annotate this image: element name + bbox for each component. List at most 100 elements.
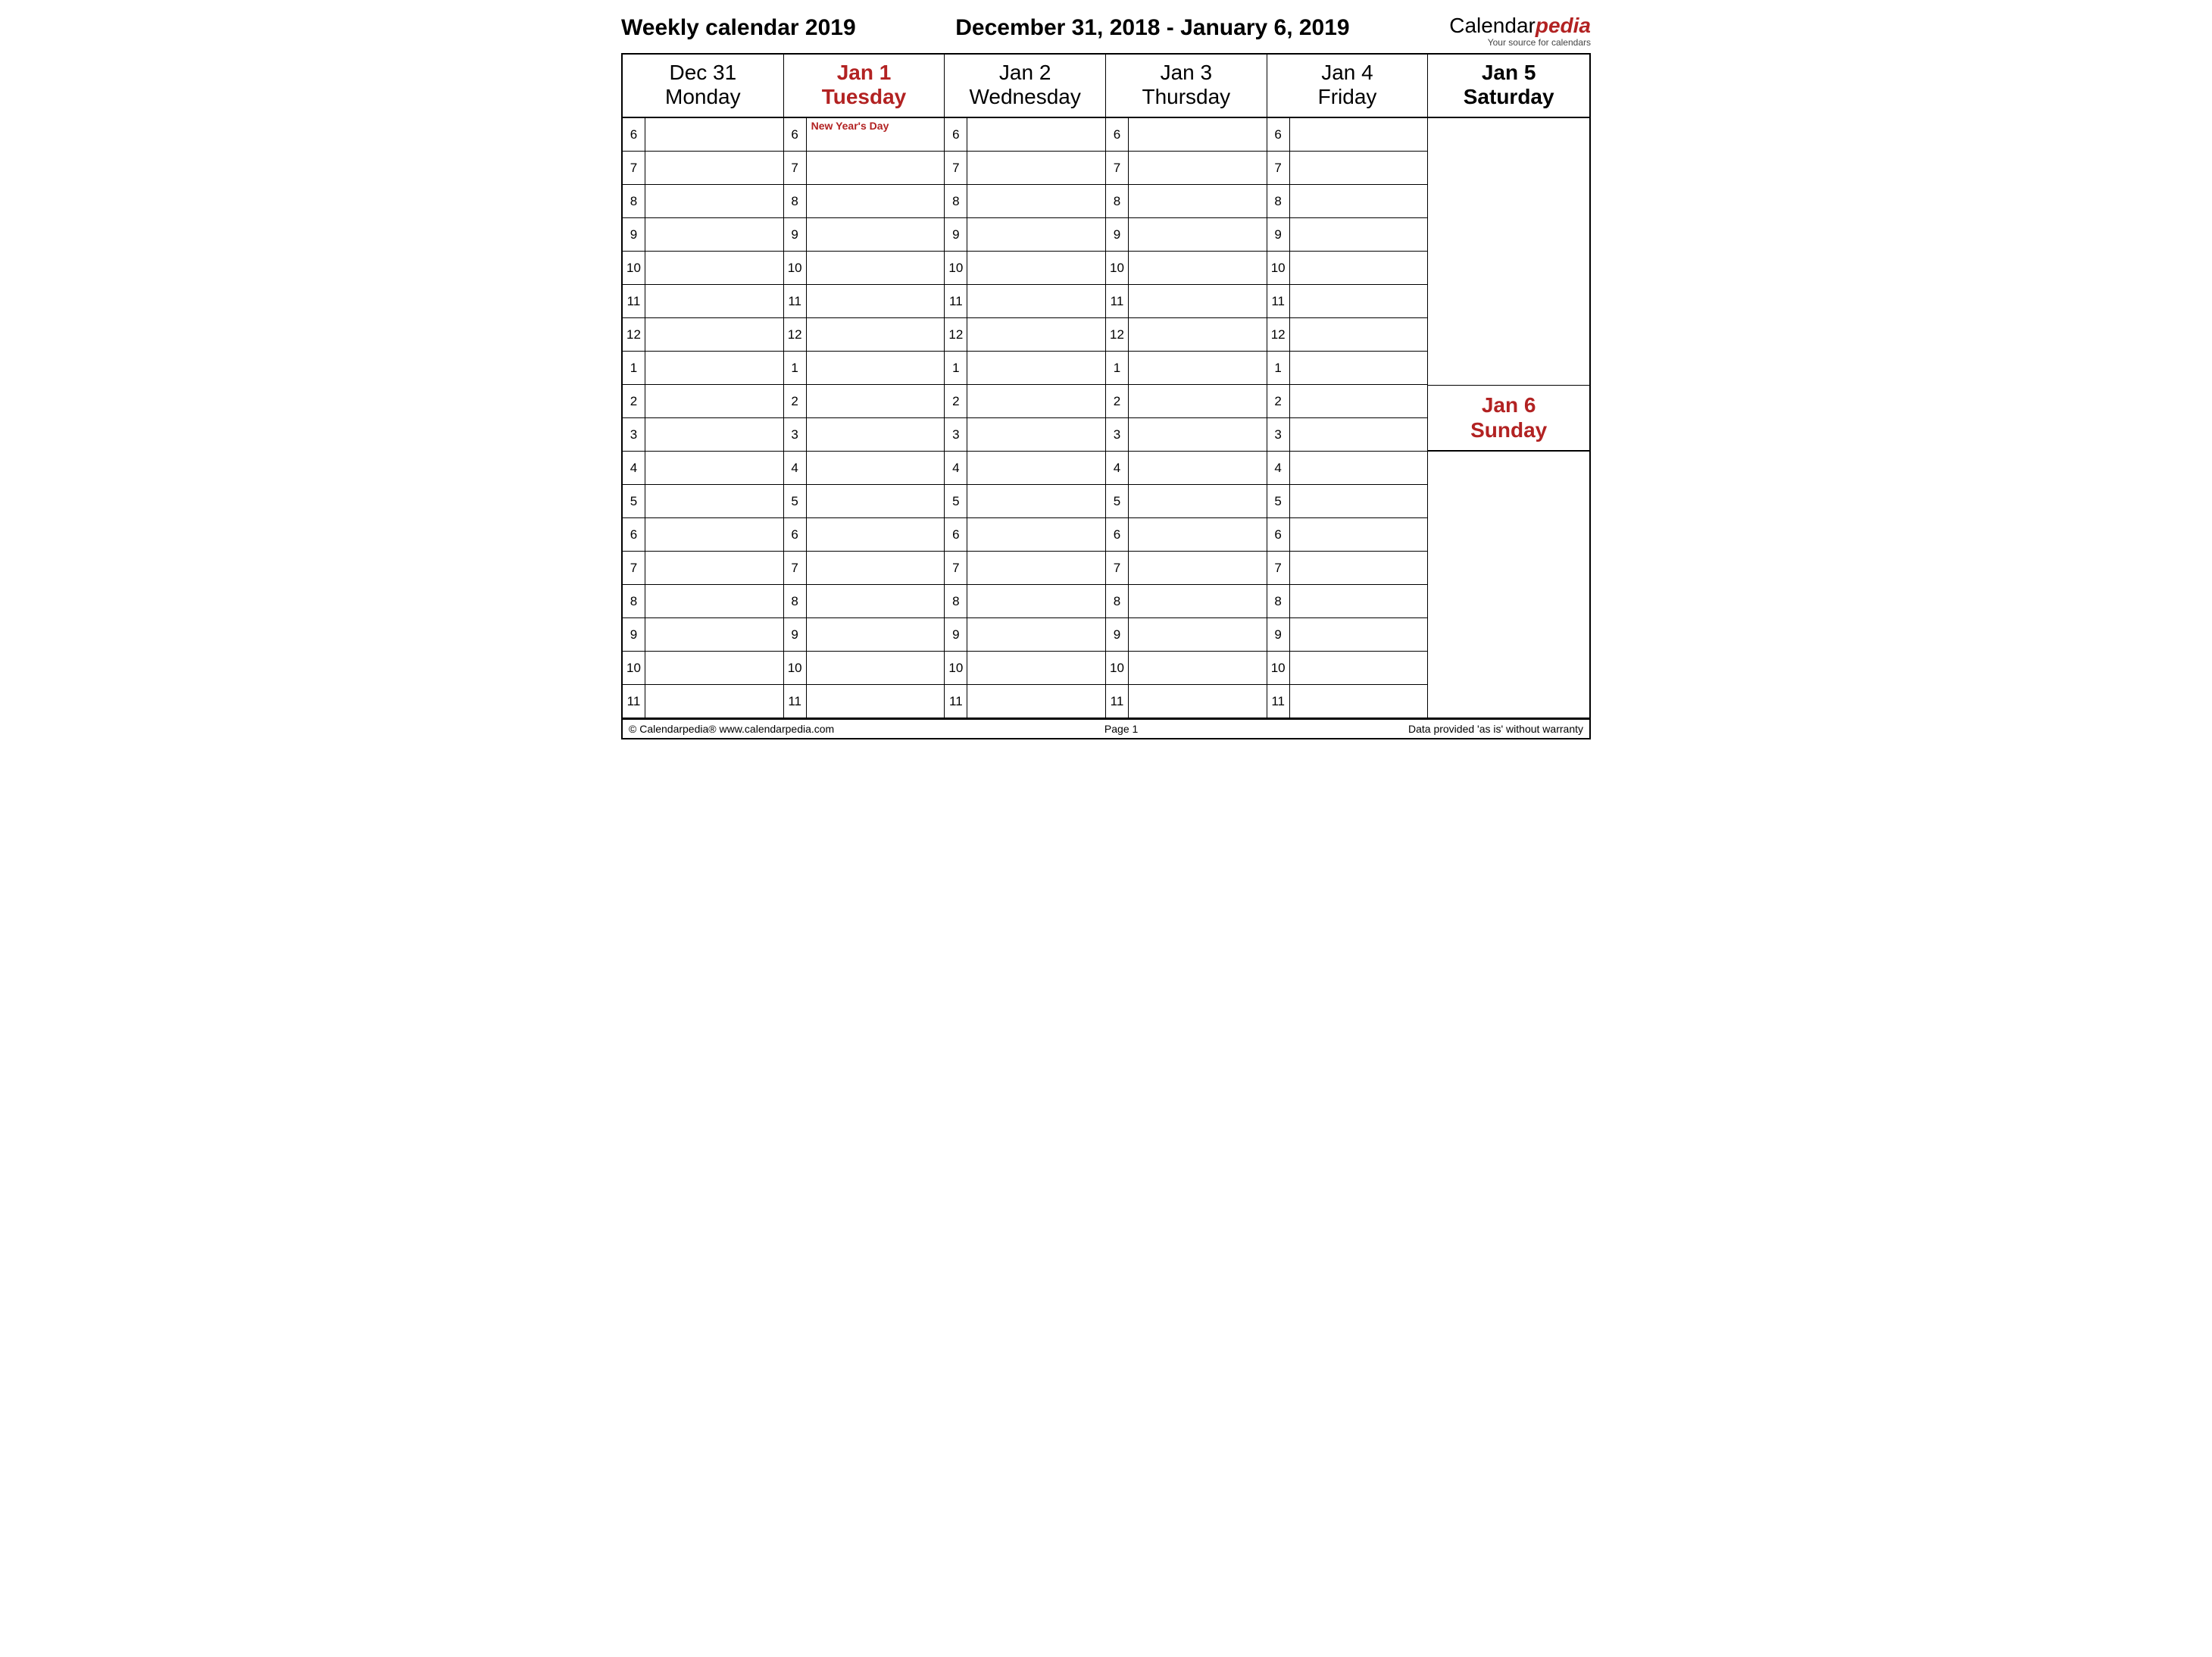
hour-row: 8: [784, 185, 945, 218]
hour-row: 2: [1106, 385, 1267, 418]
hour-row: 6: [623, 118, 783, 152]
hour-cell: [1290, 485, 1428, 517]
hour-cell: [1290, 518, 1428, 551]
hour-label: 10: [784, 252, 807, 284]
hour-cell: [1290, 585, 1428, 617]
hour-row: 7: [1267, 152, 1428, 185]
page-footer: © Calendarpedia® www.calendarpedia.com P…: [621, 718, 1591, 739]
hour-row: 2: [784, 385, 945, 418]
hour-cell: [1129, 518, 1267, 551]
hour-cell: [645, 352, 783, 384]
hour-row: 11: [623, 685, 783, 718]
hour-label: 7: [1106, 152, 1129, 184]
hour-label: 11: [945, 285, 967, 317]
hour-cell: [807, 218, 945, 251]
day-header: Dec 31Monday: [623, 55, 783, 118]
hour-label: 8: [1106, 585, 1129, 617]
hour-label: 6: [1106, 518, 1129, 551]
hour-row: 9: [1267, 618, 1428, 652]
hour-row: 7: [1267, 552, 1428, 585]
hour-row: 3: [1106, 418, 1267, 452]
hour-row: 1: [945, 352, 1105, 385]
hour-cell: [1129, 485, 1267, 517]
hour-row: 5: [1106, 485, 1267, 518]
hour-label: 8: [1267, 185, 1290, 217]
hour-label: 5: [623, 485, 645, 517]
weekend-column: Jan 5SaturdayJan 6Sunday: [1428, 55, 1589, 718]
day-date: Jan 2: [948, 61, 1102, 85]
hour-label: 6: [623, 518, 645, 551]
hour-row: 1: [784, 352, 945, 385]
hour-row: 12: [945, 318, 1105, 352]
hour-label: 1: [623, 352, 645, 384]
hour-label: 6: [784, 518, 807, 551]
hour-cell: New Year's Day: [807, 118, 945, 151]
hour-row: 6: [784, 518, 945, 552]
hour-row: 10: [623, 252, 783, 285]
hour-label: 10: [1106, 252, 1129, 284]
hour-row: 10: [945, 252, 1105, 285]
hour-row: 4: [945, 452, 1105, 485]
hour-row: 11: [784, 685, 945, 718]
hour-row: 7: [784, 152, 945, 185]
hour-row: 11: [1267, 285, 1428, 318]
hour-label: 6: [623, 118, 645, 151]
hour-cell: [807, 452, 945, 484]
hour-row: 10: [784, 252, 945, 285]
hour-label: 10: [945, 652, 967, 684]
hour-label: 10: [945, 252, 967, 284]
hour-cell: [645, 452, 783, 484]
hour-label: 3: [784, 418, 807, 451]
page-header: Weekly calendar 2019 December 31, 2018 -…: [621, 15, 1591, 47]
day-column: Jan 4Friday67891011121234567891011: [1267, 55, 1429, 718]
hour-cell: [967, 485, 1105, 517]
hour-cell: [967, 318, 1105, 351]
hour-label: 3: [945, 418, 967, 451]
hour-cell: [1129, 618, 1267, 651]
hour-label: 10: [1267, 252, 1290, 284]
hour-row: 8: [1267, 585, 1428, 618]
hour-label: 5: [945, 485, 967, 517]
hour-row: 9: [1267, 218, 1428, 252]
hour-label: 3: [1267, 418, 1290, 451]
title-date-range: December 31, 2018 - January 6, 2019: [955, 15, 1349, 41]
day-dow: Monday: [626, 85, 780, 109]
hour-label: 3: [623, 418, 645, 451]
hour-label: 12: [784, 318, 807, 351]
hour-row: 6: [623, 518, 783, 552]
hour-label: 2: [1106, 385, 1129, 417]
hour-cell: [1290, 652, 1428, 684]
hour-cell: [967, 418, 1105, 451]
hour-label: 6: [945, 518, 967, 551]
hour-label: 6: [945, 118, 967, 151]
hour-label: 10: [1267, 652, 1290, 684]
hour-cell: [645, 618, 783, 651]
hour-label: 9: [945, 218, 967, 251]
day-date: Jan 3: [1109, 61, 1264, 85]
hour-label: 8: [1106, 185, 1129, 217]
hour-label: 10: [784, 652, 807, 684]
hour-label: 9: [1267, 618, 1290, 651]
hour-cell: [967, 685, 1105, 718]
hour-row: 5: [1267, 485, 1428, 518]
hour-row: 3: [623, 418, 783, 452]
hour-row: 2: [945, 385, 1105, 418]
hour-row: 4: [1267, 452, 1428, 485]
day-dow: Saturday: [1431, 85, 1586, 109]
logo-block: Calendarpedia Your source for calendars: [1449, 15, 1591, 47]
hour-cell: [1129, 452, 1267, 484]
hour-cell: [1129, 118, 1267, 151]
hour-label: 11: [1267, 685, 1290, 718]
hour-row: 10: [945, 652, 1105, 685]
day-header: Jan 3Thursday: [1106, 55, 1267, 118]
hour-cell: [1290, 185, 1428, 217]
hour-label: 11: [784, 285, 807, 317]
hour-cell: [967, 218, 1105, 251]
sunday-header: Jan 6Sunday: [1428, 385, 1589, 452]
hour-label: 11: [1267, 285, 1290, 317]
logo-part-pedia: pedia: [1536, 14, 1591, 37]
hour-row: 6: [1267, 118, 1428, 152]
hour-cell: [807, 185, 945, 217]
hour-cell: [1290, 252, 1428, 284]
hour-row: 8: [784, 585, 945, 618]
